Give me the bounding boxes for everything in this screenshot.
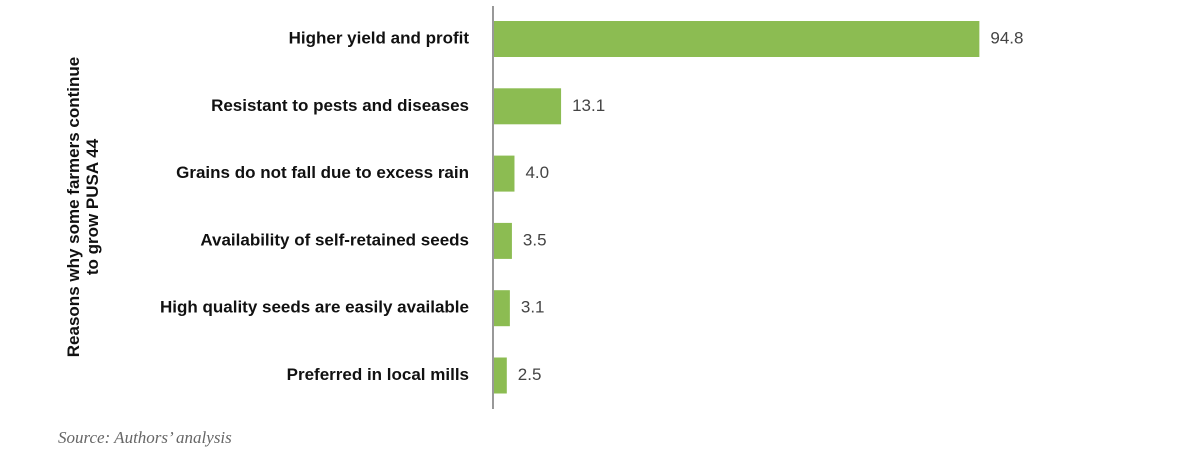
- bar: [494, 357, 507, 394]
- value-label: 2.5: [518, 365, 542, 384]
- category-label: High quality seeds are easily available: [160, 298, 469, 317]
- category-label: Higher yield and profit: [289, 28, 470, 47]
- y-axis-title-text: Reasons why some farmers continueto grow…: [64, 57, 102, 357]
- category-labels: Higher yield and profit Resistant to pest…: [160, 28, 469, 384]
- category-label: Grains do not fall due to excess rain: [176, 163, 469, 182]
- y-axis-title-line: to grow PUSA 44: [83, 138, 102, 275]
- bar: [494, 21, 980, 57]
- bar: [494, 222, 512, 259]
- bars: [494, 21, 980, 394]
- category-label: Preferred in local mills: [287, 365, 469, 384]
- bar: [494, 290, 510, 327]
- value-label: 13.1: [572, 96, 605, 115]
- source-note: Source: Authors’ analysis: [58, 428, 232, 447]
- value-label: 4.0: [525, 163, 549, 182]
- category-label: Resistant to pests and diseases: [211, 96, 469, 115]
- bar: [494, 155, 515, 192]
- y-axis-title-line: Reasons why some farmers continue: [64, 57, 83, 357]
- value-label: 94.8: [990, 28, 1023, 47]
- bar: [494, 88, 562, 125]
- value-label: 3.1: [521, 298, 545, 317]
- y-axis-title: Reasons why some farmers continueto grow…: [64, 57, 102, 357]
- value-label: 3.5: [523, 230, 547, 249]
- value-labels: 94.8 13.1 4.0 3.5 3.1 2.5: [518, 28, 1024, 384]
- bar-chart: Reasons why some farmers continueto grow…: [64, 6, 1024, 409]
- category-label: Availability of self-retained seeds: [200, 230, 469, 249]
